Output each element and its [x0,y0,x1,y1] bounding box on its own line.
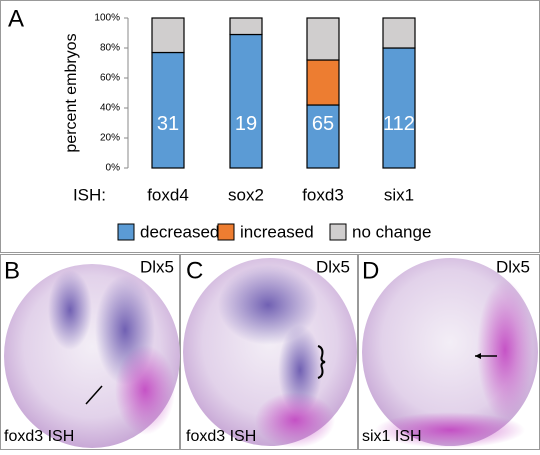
photo-panels [0,254,540,450]
arrow-head [475,353,481,359]
bar-label: 112 [383,113,415,135]
y-tick-label: 40% [100,103,120,114]
legend-label: increased [240,222,314,241]
x-tick-label: six1 [384,185,414,204]
panel-label: C [186,257,203,284]
marker-label: Dlx5 [140,257,174,276]
bar-label: 31 [157,113,179,135]
bar-segment [382,47,416,169]
legend-swatch [217,223,235,241]
x-axis-label: ISH: [73,185,106,204]
stain [218,265,318,345]
bar-label: 19 [235,113,257,135]
legend-label: decreased [140,222,219,241]
bar-segment [306,17,340,61]
y-tick-label: 100% [94,13,120,24]
marker-label: Dlx5 [496,257,530,276]
y-tick-label: 0% [106,163,121,174]
bar-segment [382,17,416,49]
x-tick-label: foxd4 [147,185,189,204]
bar-segment [229,17,263,36]
y-tick-label: 60% [100,73,120,84]
bar-segment [306,59,340,106]
x-tick-label: foxd3 [302,185,344,204]
y-axis-label: percent embryos [63,33,80,152]
bar-segment [229,33,263,169]
y-tick-label: 20% [100,133,120,144]
stain [477,280,533,420]
bar-label: 65 [312,113,334,135]
stain [375,412,525,448]
legend-label: no change [352,222,431,241]
panel-frame [0,0,540,253]
bar-segment [306,104,340,169]
photo-caption: foxd3 ISH [186,428,256,445]
panel-label: B [4,257,20,284]
bar-segment [151,17,185,54]
bar-segment [151,51,185,169]
panel-label: D [362,257,379,284]
stain [115,345,175,435]
photo-caption: foxd3 ISH [4,428,74,445]
bracket [317,345,326,379]
y-tick-label: 80% [100,43,120,54]
marker-label: Dlx5 [316,257,350,276]
arrow [85,385,103,405]
legend-swatch [329,223,347,241]
photo-caption: six1 ISH [362,428,422,445]
x-tick-label: sox2 [228,185,264,204]
stain [48,270,92,350]
stain [255,392,335,448]
panel-label: A [8,5,24,32]
legend-swatch [117,223,135,241]
